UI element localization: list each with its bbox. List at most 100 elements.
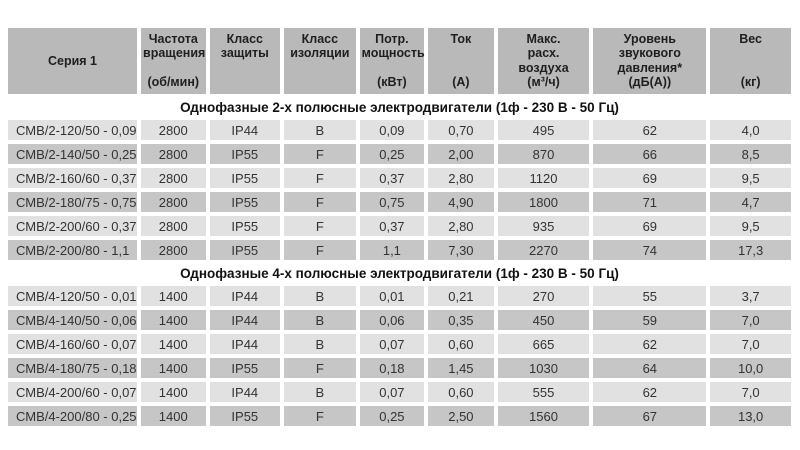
cell-power: 0,09	[359, 120, 425, 140]
cell-insulation-class: F	[284, 240, 356, 260]
cell-sound-pressure: 69	[593, 216, 707, 236]
table-row: СМВ/2-180/75 - 0,75 2800 IP55 F 0,75 4,90 1800…	[8, 192, 791, 212]
cell-current: 0,70	[428, 120, 494, 140]
cell-sound-pressure: 62	[593, 334, 707, 354]
cell-power: 0,07	[359, 334, 425, 354]
header-row: Серия 1 Частота вращения (об/мин) Класс защ…	[8, 28, 791, 94]
table-row: СМВ/4-200/80 - 0,25 1400 IP55 F 0,25 2,50 1560…	[8, 406, 791, 426]
cell-power: 0,07	[359, 382, 425, 402]
cell-weight: 8,5	[710, 144, 791, 164]
cell-rpm: 2800	[141, 240, 206, 260]
cell-current: 2,80	[428, 168, 494, 188]
cell-series: СМВ/4-140/50 - 0,06	[8, 310, 138, 330]
column-header-title: Вес	[739, 32, 763, 46]
cell-protection-class: IP44	[209, 382, 281, 402]
cell-airflow: 1800	[497, 192, 590, 212]
cell-insulation-class: B	[284, 120, 356, 140]
cell-weight: 9,5	[710, 216, 791, 236]
column-header-sound-pressure: Уровень звукового давления* (дБ(А))	[593, 28, 707, 94]
cell-current: 2,00	[428, 144, 494, 164]
table-row: СМВ/4-200/60 - 0,07 1400 IP44 B 0,07 0,60 555 6…	[8, 382, 791, 402]
column-header-insulation-class: Класс изоляции	[284, 28, 356, 94]
cell-series: СМВ/2-160/60 - 0,37	[8, 168, 138, 188]
cell-series: СМВ/2-200/60 - 0,37	[8, 216, 138, 236]
column-header-title: Класс изоляции	[290, 32, 350, 61]
cell-series: СМВ/4-120/50 - 0,01	[8, 286, 138, 306]
cell-power: 0,06	[359, 310, 425, 330]
cell-insulation-class: F	[284, 144, 356, 164]
cell-rpm: 1400	[141, 286, 206, 306]
cell-protection-class: IP44	[209, 120, 281, 140]
cell-sound-pressure: 66	[593, 144, 707, 164]
cell-insulation-class: F	[284, 168, 356, 188]
cell-protection-class: IP44	[209, 334, 281, 354]
cell-current: 0,60	[428, 382, 494, 402]
cell-series: СМВ/2-200/80 - 1,1	[8, 240, 138, 260]
table-body: Однофазные 2-х полюсные электродвигатели…	[8, 98, 791, 426]
cell-weight: 9,5	[710, 168, 791, 188]
cell-protection-class: IP55	[209, 168, 281, 188]
cell-series: СМВ/2-180/75 - 0,75	[8, 192, 138, 212]
cell-rpm: 1400	[141, 382, 206, 402]
motor-spec-table: Серия 1 Частота вращения (об/мин) Класс защ…	[4, 24, 795, 430]
cell-airflow: 1120	[497, 168, 590, 188]
cell-current: 7,30	[428, 240, 494, 260]
cell-insulation-class: B	[284, 334, 356, 354]
table-row: СМВ/4-140/50 - 0,06 1400 IP44 B 0,06 0,35 450 5…	[8, 310, 791, 330]
column-header-airflow: Макс. расх. воздуха (м³/ч)	[497, 28, 590, 94]
cell-current: 4,90	[428, 192, 494, 212]
cell-insulation-class: F	[284, 358, 356, 378]
column-header-unit: (об/мин)	[147, 75, 200, 90]
cell-power: 0,01	[359, 286, 425, 306]
cell-airflow: 270	[497, 286, 590, 306]
cell-power: 1,1	[359, 240, 425, 260]
cell-airflow: 555	[497, 382, 590, 402]
cell-current: 0,35	[428, 310, 494, 330]
cell-airflow: 665	[497, 334, 590, 354]
cell-series: СМВ/4-200/60 - 0,07	[8, 382, 138, 402]
cell-weight: 17,3	[710, 240, 791, 260]
cell-rpm: 2800	[141, 120, 206, 140]
cell-insulation-class: B	[284, 382, 356, 402]
cell-rpm: 2800	[141, 192, 206, 212]
cell-weight: 4,7	[710, 192, 791, 212]
cell-rpm: 2800	[141, 168, 206, 188]
cell-sound-pressure: 59	[593, 310, 707, 330]
table-row: СМВ/2-120/50 - 0,09 2800 IP44 B 0,09 0,70 495 6…	[8, 120, 791, 140]
cell-series: СМВ/2-120/50 - 0,09	[8, 120, 138, 140]
column-header-weight: Вес (кг)	[710, 28, 791, 94]
column-header-unit: (кг)	[740, 75, 761, 90]
column-header-rpm: Частота вращения (об/мин)	[141, 28, 206, 94]
cell-power: 0,25	[359, 144, 425, 164]
column-header-title: Частота вращения	[143, 32, 206, 61]
cell-rpm: 2800	[141, 216, 206, 236]
column-header-series: Серия 1	[8, 28, 138, 94]
section-header-row: Однофазные 2-х полюсные электродвигатели…	[8, 98, 791, 116]
cell-current: 2,80	[428, 216, 494, 236]
cell-rpm: 1400	[141, 358, 206, 378]
cell-current: 1,45	[428, 358, 494, 378]
cell-power: 0,18	[359, 358, 425, 378]
cell-rpm: 1400	[141, 310, 206, 330]
cell-sound-pressure: 69	[593, 168, 707, 188]
cell-protection-class: IP55	[209, 192, 281, 212]
column-header-title: Класс защиты	[220, 32, 269, 61]
cell-weight: 10,0	[710, 358, 791, 378]
cell-series: СМВ/4-160/60 - 0,07	[8, 334, 138, 354]
cell-airflow: 2270	[497, 240, 590, 260]
column-header-title: Потр. мощность	[361, 32, 425, 61]
table-row: СМВ/4-160/60 - 0,07 1400 IP44 B 0,07 0,60 665 6…	[8, 334, 791, 354]
cell-series: СМВ/2-140/50 - 0,25	[8, 144, 138, 164]
cell-current: 0,60	[428, 334, 494, 354]
cell-insulation-class: F	[284, 216, 356, 236]
cell-rpm: 1400	[141, 406, 206, 426]
column-header-power: Потр. мощность (кВт)	[359, 28, 425, 94]
section-header-row: Однофазные 4-х полюсные электродвигатели…	[8, 264, 791, 282]
cell-airflow: 1030	[497, 358, 590, 378]
cell-protection-class: IP55	[209, 240, 281, 260]
cell-weight: 13,0	[710, 406, 791, 426]
table-row: СМВ/2-160/60 - 0,37 2800 IP55 F 0,37 2,80 1120…	[8, 168, 791, 188]
cell-power: 0,37	[359, 168, 425, 188]
column-header-unit: (дБ(А))	[628, 75, 672, 90]
